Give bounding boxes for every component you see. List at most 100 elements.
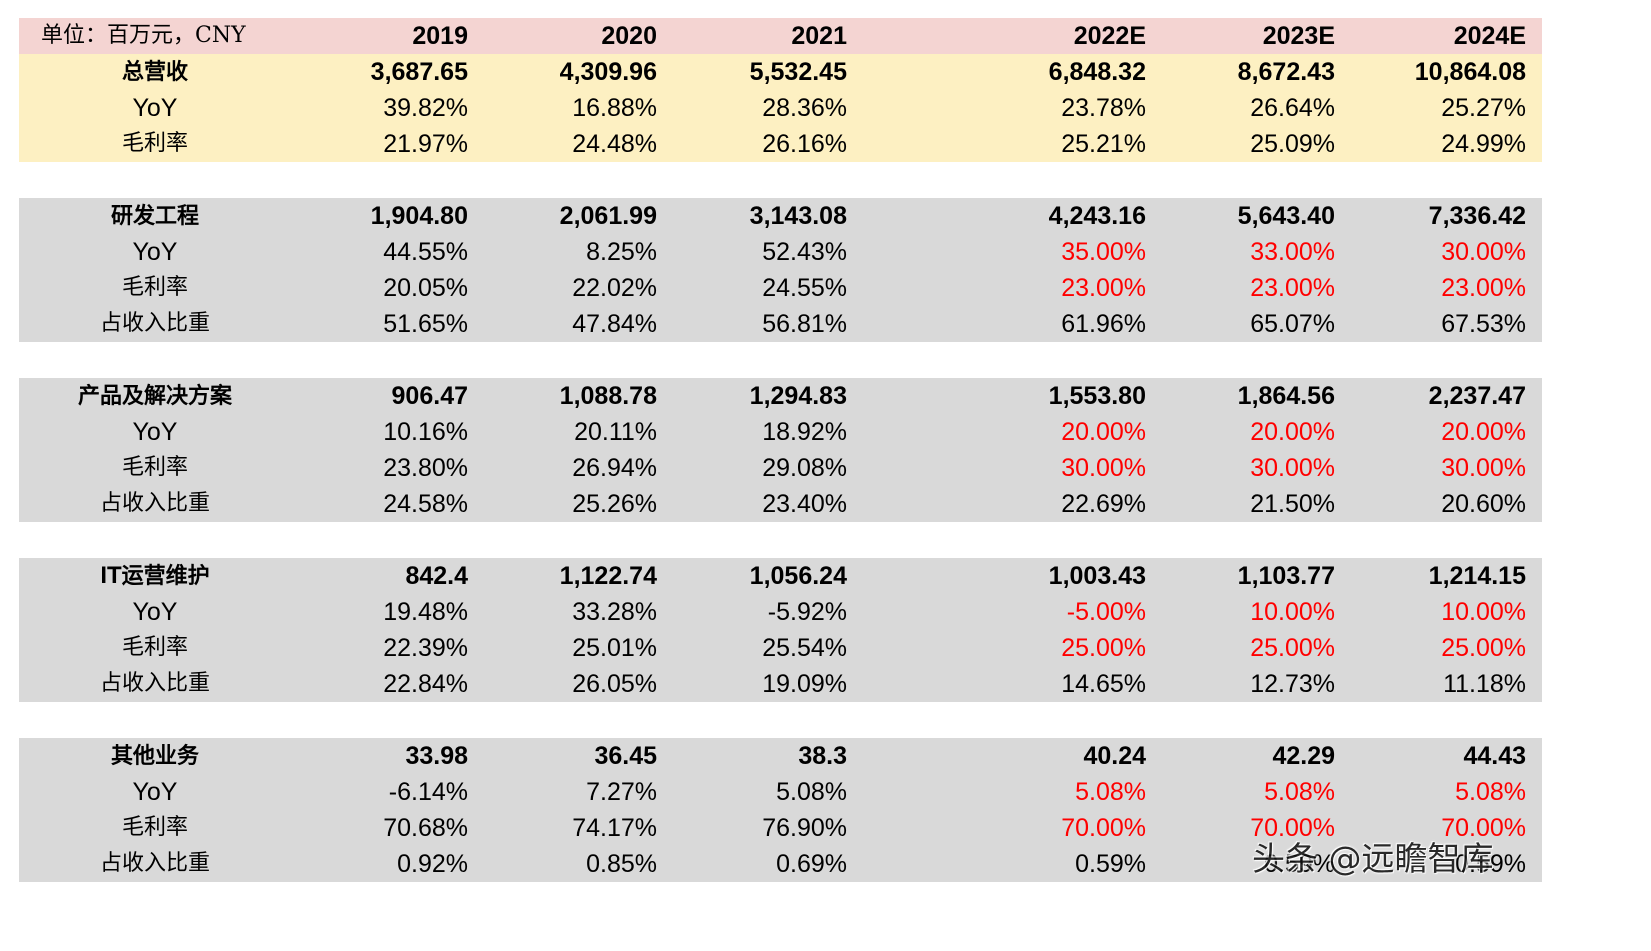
section-spacer xyxy=(19,342,1542,378)
table-cell: 24.99% xyxy=(1441,130,1526,158)
table-cell: 22.69% xyxy=(1061,490,1146,518)
table-cell: 25.00% xyxy=(1061,634,1146,662)
row-label: 毛利率 xyxy=(121,131,188,156)
table-cell: 25.26% xyxy=(572,490,657,518)
table-row-rd-engineering: 研发工程 1,904.80 2,061.99 3,143.08 4,243.16… xyxy=(19,198,1542,234)
table-cell: 1,122.74 xyxy=(559,562,657,590)
table-cell: 26.16% xyxy=(762,130,847,158)
table-cell: 51.65% xyxy=(383,310,468,338)
table-cell: 33.00% xyxy=(1250,238,1335,266)
row-label: 占收入比重 xyxy=(99,851,210,876)
table-cell: 19.48% xyxy=(383,598,468,626)
table-cell: 5.08% xyxy=(1264,778,1335,806)
table-cell: 33.28% xyxy=(572,598,657,626)
table-cell: 8.25% xyxy=(586,238,657,266)
row-label: 其他业务 xyxy=(110,743,199,769)
table-cell: 23.00% xyxy=(1441,274,1526,302)
table-cell: 67.53% xyxy=(1441,310,1526,338)
table-cell: 1,003.43 xyxy=(1048,562,1146,590)
table-cell: 70.00% xyxy=(1061,814,1146,842)
table-cell: 1,864.56 xyxy=(1237,382,1335,410)
table-cell: 906.47 xyxy=(391,382,468,410)
table-cell: 35.00% xyxy=(1061,238,1146,266)
table-cell: 22.39% xyxy=(383,634,468,662)
table-cell: 56.81% xyxy=(762,310,847,338)
year-header-2021: 2021 xyxy=(791,22,847,50)
table-cell: 24.58% xyxy=(383,490,468,518)
table-row: YoY 44.55% 8.25% 52.43% 35.00% 33.00% 30… xyxy=(19,234,1542,270)
table-cell: 30.00% xyxy=(1061,454,1146,482)
table-cell: 1,294.83 xyxy=(749,382,847,410)
row-label: IT运营维护 xyxy=(19,558,291,594)
table-cell: 22.02% xyxy=(572,274,657,302)
table-cell: 6,848.32 xyxy=(1048,58,1146,86)
table-row: 占收入比重 22.84% 26.05% 19.09% 14.65% 12.73%… xyxy=(19,666,1542,702)
table-cell: 30.00% xyxy=(1441,454,1526,482)
year-header-2019: 2019 xyxy=(412,22,468,50)
table-cell: 25.21% xyxy=(1061,130,1146,158)
table-cell: 3,687.65 xyxy=(370,58,468,86)
table-row: 毛利率 70.68% 74.17% 76.90% 70.00% 70.00% 7… xyxy=(19,810,1542,846)
table-row: 毛利率 23.80% 26.94% 29.08% 30.00% 30.00% 3… xyxy=(19,450,1542,486)
row-label: 占收入比重 xyxy=(99,491,210,516)
table-cell: 25.00% xyxy=(1441,634,1526,662)
table-cell: 44.55% xyxy=(383,238,468,266)
section-spacer xyxy=(19,702,1542,738)
table-cell: 842.4 xyxy=(405,562,468,590)
table-cell: 40.24 xyxy=(1083,742,1146,770)
table-row: YoY 10.16% 20.11% 18.92% 20.00% 20.00% 2… xyxy=(19,414,1542,450)
table-cell: 26.94% xyxy=(572,454,657,482)
unit-label: 单位：百万元，CNY xyxy=(41,23,246,48)
table-cell: 70.00% xyxy=(1441,814,1526,842)
watermark: 头条 @远瞻智库 xyxy=(1252,839,1494,878)
table-cell: 4,309.96 xyxy=(559,58,657,86)
table-cell: 36.45 xyxy=(594,742,657,770)
table-cell: -5.00% xyxy=(1066,598,1146,626)
table-cell: 23.80% xyxy=(383,454,468,482)
row-label-prefix: IT xyxy=(100,562,122,589)
table-cell: 12.73% xyxy=(1250,670,1335,698)
table-cell: 61.96% xyxy=(1061,310,1146,338)
year-header-2022e: 2022E xyxy=(1073,22,1146,50)
table-cell: 1,056.24 xyxy=(749,562,847,590)
row-label: 毛利率 xyxy=(121,455,188,480)
table-cell: 47.84% xyxy=(572,310,657,338)
row-label: 毛利率 xyxy=(121,275,188,300)
row-label: YoY xyxy=(132,94,178,122)
table-cell: 22.84% xyxy=(383,670,468,698)
table-cell: 10.00% xyxy=(1441,598,1526,626)
table-cell: 33.98 xyxy=(405,742,468,770)
table-cell: 21.97% xyxy=(383,130,468,158)
row-label: 毛利率 xyxy=(121,635,188,660)
table-cell: 20.05% xyxy=(383,274,468,302)
table-cell: 76.90% xyxy=(762,814,847,842)
row-label: 占收入比重 xyxy=(99,671,210,696)
table-row: 毛利率 20.05% 22.02% 24.55% 23.00% 23.00% 2… xyxy=(19,270,1542,306)
table-cell: 28.36% xyxy=(762,94,847,122)
table-cell: 29.08% xyxy=(762,454,847,482)
table-cell: 25.01% xyxy=(572,634,657,662)
table-cell: 52.43% xyxy=(762,238,847,266)
table-cell: 8,672.43 xyxy=(1237,58,1335,86)
row-label: YoY xyxy=(132,418,178,446)
table-cell: 10.16% xyxy=(383,418,468,446)
table-cell: 39.82% xyxy=(383,94,468,122)
table-cell: -6.14% xyxy=(388,778,468,806)
table-cell: 10,864.08 xyxy=(1414,58,1526,86)
row-label: YoY xyxy=(132,598,178,626)
table-row: YoY 19.48% 33.28% -5.92% -5.00% 10.00% 1… xyxy=(19,594,1542,630)
table-cell: 23.00% xyxy=(1061,274,1146,302)
table-cell: 5.08% xyxy=(1075,778,1146,806)
table-cell: 70.00% xyxy=(1250,814,1335,842)
table-cell: 1,088.78 xyxy=(559,382,657,410)
table-cell: -5.92% xyxy=(767,598,847,626)
table-cell: 14.65% xyxy=(1061,670,1146,698)
table-cell: 26.05% xyxy=(572,670,657,698)
table-row-products-solutions: 产品及解决方案 906.47 1,088.78 1,294.83 1,553.8… xyxy=(19,378,1542,414)
table-cell: 65.07% xyxy=(1250,310,1335,338)
table-cell: 0.92% xyxy=(397,850,468,878)
table-cell: 70.68% xyxy=(383,814,468,842)
table-cell: 20.11% xyxy=(574,418,657,446)
table-row-total-revenue: 总营收 3,687.65 4,309.96 5,532.45 6,848.32 … xyxy=(19,54,1542,90)
table-cell: 21.50% xyxy=(1250,490,1335,518)
